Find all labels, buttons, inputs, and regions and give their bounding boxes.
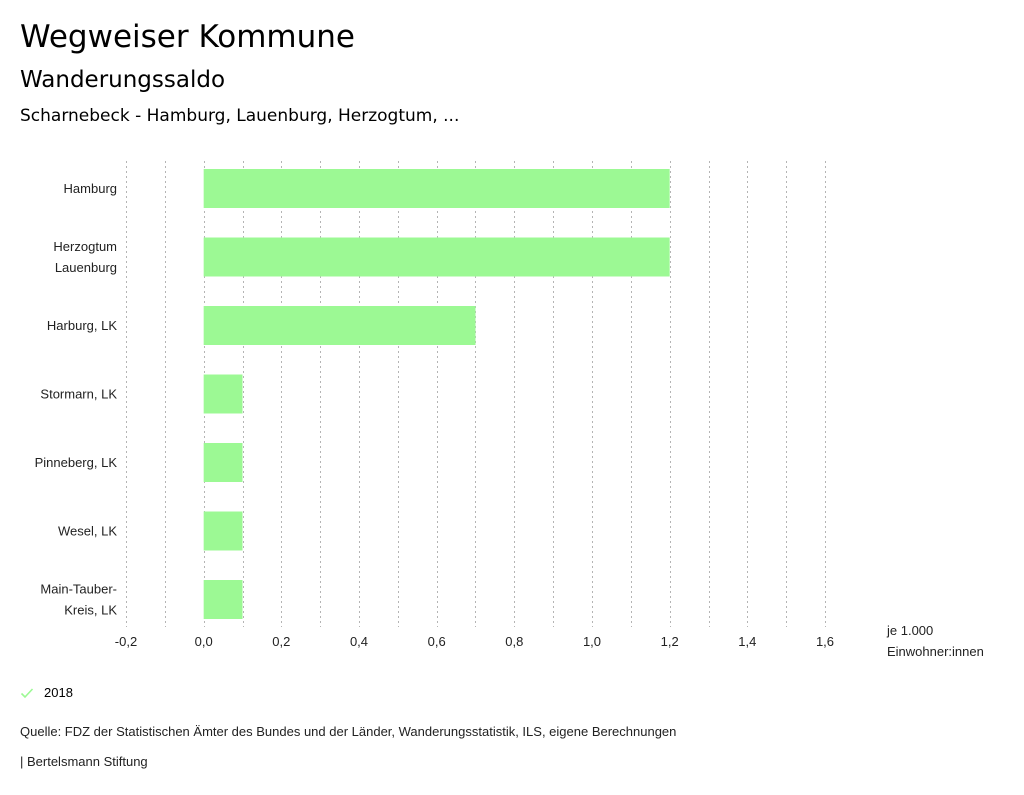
category-label-line: Kreis, LK (64, 603, 117, 618)
x-tick-label: 0,0 (195, 634, 213, 649)
chart-context: Scharnebeck - Hamburg, Lauenburg, Herzog… (20, 106, 460, 126)
source-note: Quelle: FDZ der Statistischen Ämter des … (20, 724, 677, 739)
category-label: Pinneberg, LK (35, 455, 118, 470)
bar[interactable] (203, 169, 670, 208)
x-axis-unit-line-2: Einwohner:innen (887, 644, 984, 659)
category-label-line: Harburg, LK (47, 318, 117, 333)
page-title: Wegweiser Kommune (20, 19, 355, 55)
bar[interactable] (203, 374, 243, 414)
category-labels: Hamburg Herzogtum Lauenburg Harburg, LK Stor… (35, 181, 118, 618)
category-label-line: Main-Tauber- (40, 582, 117, 597)
x-tick-label: -0,2 (115, 634, 137, 649)
x-axis-unit-line-1: je 1.000 (886, 623, 933, 638)
bar[interactable] (203, 580, 243, 619)
category-label: Hamburg (64, 181, 117, 196)
category-label-line: Hamburg (64, 181, 117, 196)
x-tick-label: 0,8 (505, 634, 523, 649)
legend-item-2018[interactable]: 2018 (20, 684, 73, 702)
brand-credit: | Bertelsmann Stiftung (20, 754, 148, 769)
bar[interactable] (203, 511, 243, 551)
bar[interactable] (203, 443, 243, 482)
category-label: Stormarn, LK (40, 387, 117, 402)
category-label-line: Herzogtum (53, 239, 117, 254)
bar-chart: Hamburg Herzogtum Lauenburg Harburg, LK Stor… (35, 161, 984, 659)
x-axis-unit-label: je 1.000 Einwohner:innen (886, 623, 984, 659)
x-tick-label: 1,0 (583, 634, 601, 649)
x-tick-label: 1,2 (661, 634, 679, 649)
x-tick-labels: -0,2 0,0 0,2 0,4 0,6 0,8 1,0 1,2 1,4 1,6 (115, 634, 834, 649)
category-label: Wesel, LK (58, 524, 117, 539)
bar[interactable] (203, 306, 476, 345)
legend-label: 2018 (44, 685, 73, 700)
category-label-line: Lauenburg (55, 260, 117, 275)
x-tick-label: 1,6 (816, 634, 834, 649)
category-label: Main-Tauber- Kreis, LK (40, 582, 117, 618)
x-tick-label: 1,4 (738, 634, 756, 649)
x-tick-label: 0,6 (428, 634, 446, 649)
bar[interactable] (203, 237, 670, 277)
category-label-line: Wesel, LK (58, 524, 117, 539)
chart-subtitle: Wanderungssaldo (20, 67, 226, 93)
category-label: Harburg, LK (47, 318, 117, 333)
category-label-line: Pinneberg, LK (35, 455, 118, 470)
category-label-line: Stormarn, LK (40, 387, 117, 402)
check-icon (20, 688, 34, 699)
x-tick-label: 0,2 (272, 634, 290, 649)
category-label: Herzogtum Lauenburg (53, 239, 117, 275)
bars (203, 169, 670, 619)
x-tick-label: 0,4 (350, 634, 368, 649)
